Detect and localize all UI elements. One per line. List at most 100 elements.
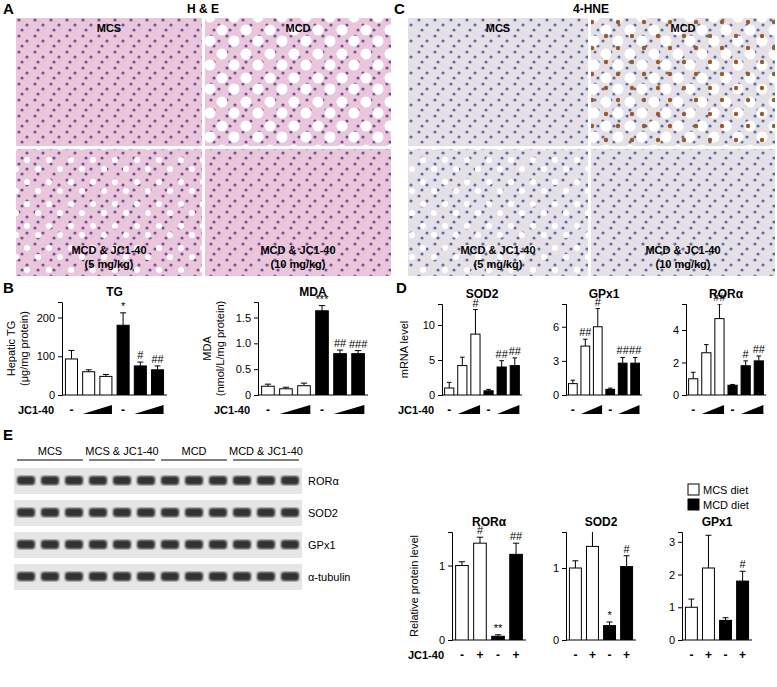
y-tick-label: 200 — [37, 312, 55, 324]
error-bar — [758, 356, 759, 361]
y-tick-label: 6 — [553, 321, 559, 333]
significance-mark: ## — [151, 353, 164, 365]
bar — [586, 546, 598, 640]
dose-wedge — [702, 405, 724, 414]
y-tick-mark — [562, 568, 566, 569]
y-tick: 1 — [439, 560, 452, 572]
x-tick-label: - — [447, 403, 451, 417]
x-tick-label: - — [487, 403, 491, 417]
bar — [280, 389, 293, 395]
bar — [510, 554, 523, 640]
error-cap — [723, 617, 729, 618]
plot-area — [456, 537, 523, 640]
y-axis-line — [562, 305, 567, 396]
error-cap — [337, 350, 343, 351]
panel-label: C — [394, 0, 405, 17]
bar — [606, 389, 615, 395]
error-bar — [501, 361, 502, 367]
image-caption: MCD — [670, 22, 695, 34]
blot-band — [233, 508, 251, 517]
error-cap — [704, 344, 709, 345]
y-tick-label: 0 — [553, 389, 559, 401]
bar-chart: RORα024#####-- — [673, 287, 766, 417]
bar — [618, 363, 627, 395]
error-bar — [449, 382, 450, 388]
y-tick: 0 — [429, 389, 442, 401]
blot-strip — [14, 468, 302, 494]
x-tick-label: + — [476, 648, 483, 662]
blot-band — [161, 476, 179, 485]
blot-band — [17, 508, 35, 517]
chart-title: SOD2 — [585, 515, 618, 529]
error-bar — [693, 372, 694, 379]
bar — [593, 327, 602, 395]
blot-band — [281, 508, 299, 517]
blot-band — [185, 476, 203, 485]
legend-swatch — [688, 484, 699, 495]
y-axis-line — [678, 533, 683, 641]
bar — [152, 370, 164, 395]
y-tick: 6 — [553, 321, 566, 333]
bar-chart: TG0100200Hepatic TG(μg/mg protein)*###JC… — [5, 285, 167, 417]
error-bar — [479, 537, 480, 543]
y-axis: 0100200 — [37, 303, 63, 402]
blot-band — [65, 476, 83, 485]
bar — [100, 376, 112, 395]
y-tick: 1.0 — [236, 337, 258, 349]
y-tick-mark — [448, 640, 452, 641]
x-axis-label: JC1-40 — [398, 404, 434, 416]
blot-bracket — [17, 460, 83, 461]
x-tick-label: - — [573, 648, 577, 662]
error-bar — [140, 362, 141, 366]
significance-mark: ## — [713, 291, 726, 303]
error-cap — [512, 357, 517, 358]
significance-mark: # — [595, 296, 602, 308]
bar — [262, 386, 275, 395]
bar-chart: SOD201*#-+-+ — [553, 515, 636, 662]
significance-mark: # — [477, 524, 484, 536]
bar — [334, 354, 347, 395]
error-bar — [461, 562, 462, 566]
micrograph — [408, 18, 588, 146]
error-bar — [322, 306, 323, 311]
chart-title: GPx1 — [589, 287, 620, 301]
blot-band — [257, 572, 275, 581]
error-cap — [499, 360, 504, 361]
error-cap — [68, 350, 74, 351]
image-caption: MCD & JC1-40 — [645, 244, 720, 256]
blot-band — [137, 540, 155, 549]
y-tick-mark — [254, 369, 258, 370]
x-tick-label: - — [496, 648, 500, 662]
significance-mark: ## — [334, 337, 347, 349]
error-bar — [572, 380, 573, 383]
y-tick-mark — [448, 566, 452, 567]
blot-group-label: MCD & JC1-40 — [229, 445, 303, 457]
error-bar — [597, 309, 598, 327]
image-caption: (10 mg/kg) — [655, 258, 710, 270]
x-tick-label: - — [571, 403, 575, 417]
bar — [484, 391, 493, 395]
bar — [316, 311, 329, 395]
error-cap — [621, 357, 625, 358]
error-cap — [460, 357, 465, 358]
dose-wedge — [581, 405, 602, 414]
bar — [715, 319, 724, 395]
y-tick-label: 4 — [673, 324, 679, 336]
x-tick-label: + — [623, 648, 630, 662]
error-bar — [742, 571, 743, 581]
micrograph — [205, 149, 391, 276]
bar — [492, 636, 505, 640]
bar — [737, 581, 749, 640]
micrograph — [591, 18, 775, 146]
blot-band — [281, 572, 299, 581]
x-axis-label: JC1-40 — [18, 404, 54, 416]
bar — [458, 366, 467, 395]
y-tick: 3 — [669, 536, 682, 548]
y-axis-label: Relative protein level — [408, 535, 420, 637]
y-tick: 2 — [669, 569, 682, 581]
significance-mark: # — [137, 349, 144, 361]
image-caption: MCD & JC1-40 — [260, 244, 335, 256]
image-caption: MCD & JC1-40 — [71, 244, 146, 256]
bar — [83, 372, 95, 395]
bar-chart: GPx10123#-+-+ — [669, 515, 752, 662]
